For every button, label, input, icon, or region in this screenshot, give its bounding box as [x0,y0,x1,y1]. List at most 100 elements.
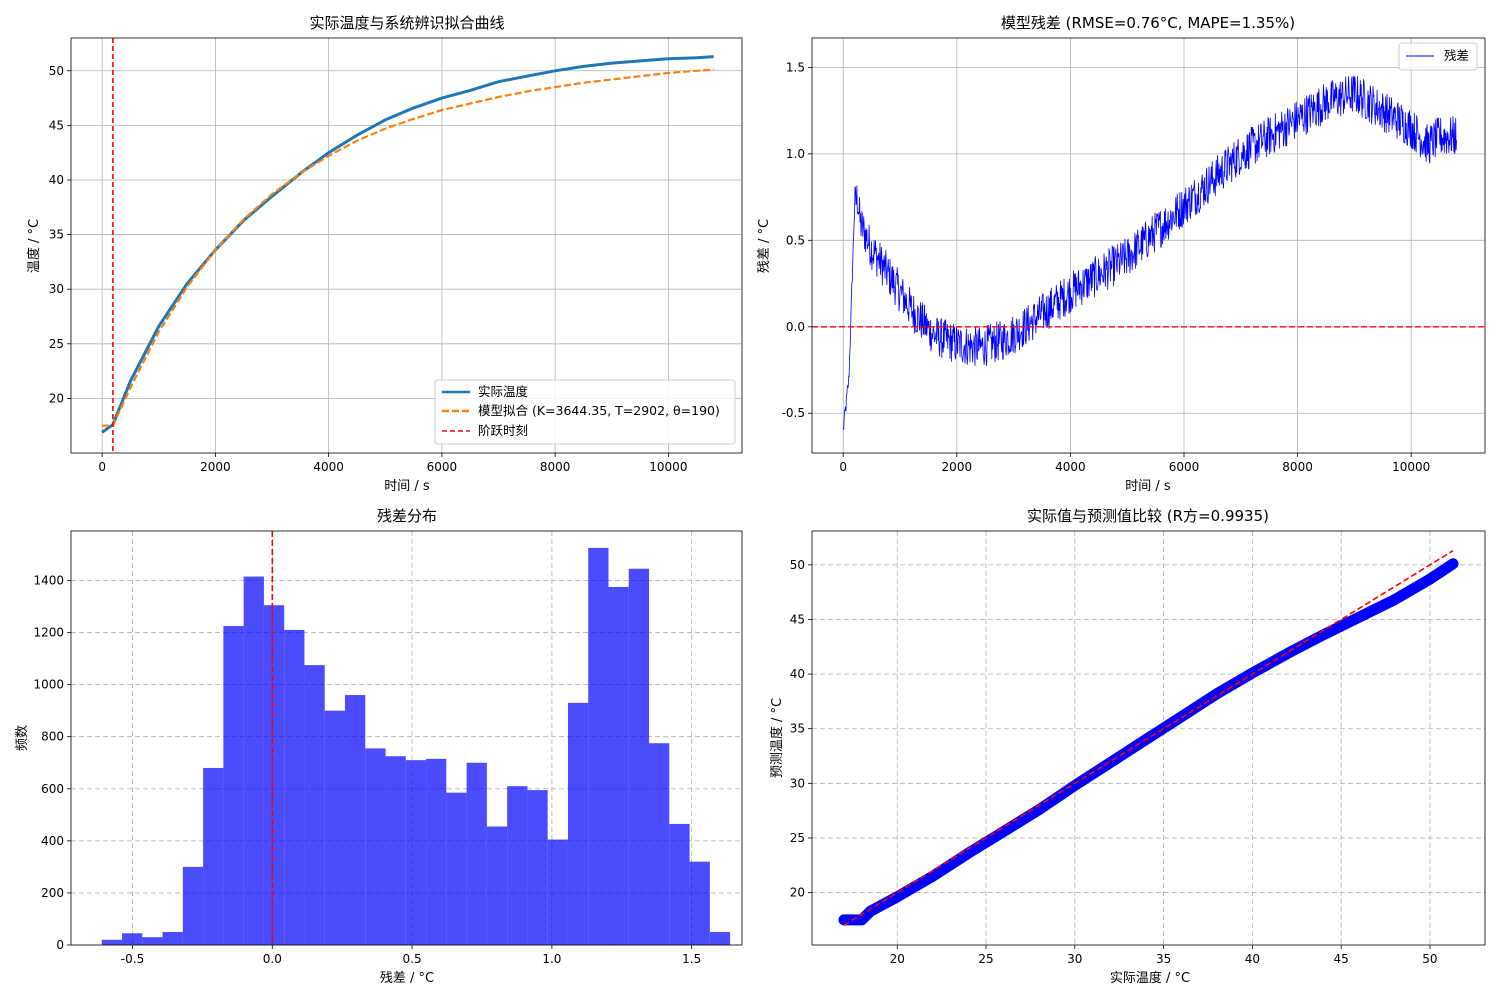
p1-ytick-label: 20 [49,391,64,405]
panel1-title: 实际温度与系统辨识拟合曲线 [309,14,504,32]
p2-xtick-label: 2000 [942,460,973,474]
identity-reference-line [843,549,1454,927]
p1-xtick-label: 2000 [200,460,231,474]
histogram-bar [527,790,548,945]
histogram-bar [567,702,589,945]
p2-xtick-label: 10000 [1392,460,1430,474]
legend-step-time: 阶跃时刻 [478,423,528,438]
p4-axes-frame [811,530,1486,946]
residual-histogram-panel: 残差分布 -0.5 0.0 0.5 1.0 1.5 0 200 400 600 800 1000 12… [15,507,743,986]
panel2-legend-box [1398,42,1478,71]
p2-ytick-label: 1.0 [786,147,805,161]
p3-ytick-label: 600 [41,782,64,796]
histogram-bar [284,629,305,945]
histogram-bar [669,823,690,945]
histogram-bar [507,786,528,945]
temperature-fit-panel: 实际温度与系统辨识拟合曲线 0 2000 4000 6000 8000 10000 20 25… [26,14,743,494]
scatter-point [1247,668,1257,678]
panel2-legend: 残差 [1398,42,1478,71]
p3-ytick-label: 400 [41,834,64,848]
p2-ytick-label: 0.5 [786,233,805,247]
histogram-bar [628,568,650,945]
histogram-bar [466,762,487,945]
p4-ytick-label: 40 [790,667,805,681]
p3-ytick-label: 200 [41,886,64,900]
p1-ytick-label: 45 [49,118,64,132]
scatter-point [963,848,973,858]
p4-xtick-label: 45 [1334,952,1349,966]
p3-xtick-label: 0.0 [263,952,282,966]
histogram-bar [385,756,406,945]
p3-ytick-label: 1400 [33,573,64,587]
p1-ytick-label: 35 [49,228,64,242]
histogram-bar [324,710,345,945]
scatter-point [928,871,938,881]
series-model-fit [102,68,714,427]
panel4-xlabel: 实际温度 / °C [1110,970,1190,986]
p2-axes-frame [811,37,1486,454]
scatter-point [839,915,849,925]
actual-vs-predicted-panel: 实际值与预测值比较 (R方=0.9935) 20 25 30 35 40 45 50 20 25… [769,507,1486,986]
p3-ytick-label: 800 [41,730,64,744]
p2-xtick-label: 6000 [1169,460,1200,474]
histogram-bar [446,792,467,945]
scatter-point [1212,689,1222,699]
histogram-bar [344,695,366,945]
histogram-bar [608,586,629,945]
p1-ytick-label: 50 [49,64,64,78]
histogram-bar [486,826,508,945]
scatter-point [857,915,867,925]
panel2-ylabel: 残差 / °C [757,219,772,273]
p4-xtick-label: 30 [1067,952,1082,966]
p2-xtick-label: 4000 [1055,460,1086,474]
p4-xtick-label: 50 [1422,952,1437,966]
p3-xtick-label: 1.0 [542,952,561,966]
panel4-ylabel: 预测温度 / °C [769,698,785,778]
p4-xtick-label: 40 [1245,952,1260,966]
p1-xtick-label: 10000 [649,460,687,474]
histogram-bar [243,576,264,945]
histogram-bar [709,931,731,945]
panel2-title: 模型残差 (RMSE=0.76°C, MAPE=1.35%) [1001,14,1295,32]
p2-ytick-label: -0.5 [782,406,805,420]
panel1-xlabel: 时间 / s [384,479,430,494]
p4-ytick-label: 35 [790,722,805,736]
p3-ytick-label: 1200 [33,626,64,640]
panel1-legend-box [434,379,736,445]
panel3-ylabel: 频数 [15,725,30,751]
histogram-bar [304,665,325,945]
p1-xtick-label: 8000 [540,460,571,474]
panel3-xlabel: 残差 / °C [380,971,434,986]
panel4-title: 实际值与预测值比较 (R方=0.9935) [1027,507,1269,525]
residual-panel: 模型残差 (RMSE=0.76°C, MAPE=1.35%) 0 2000 4000… [757,14,1486,494]
histogram-bar [588,547,609,945]
histogram-bar [547,839,568,945]
p4-xtick-label: 35 [1156,952,1171,966]
p2-ytick-label: 1.5 [786,60,805,74]
scatter-point [1354,612,1364,622]
histogram-bar [263,605,285,945]
scatter-point [866,906,876,916]
histogram-bar [365,748,386,945]
p1-xtick-label: 0 [98,460,106,474]
histogram-bar [405,760,427,945]
p3-xtick-label: -0.5 [121,952,144,966]
scatter-point [1448,559,1458,569]
series-actual-temperature [101,55,714,434]
legend-actual-temp: 实际温度 [478,384,529,399]
p2-xtick-label: 8000 [1282,460,1313,474]
p1-xtick-label: 6000 [427,460,458,474]
panel2-xlabel: 时间 / s [1125,479,1171,494]
histogram-bar [203,767,224,945]
p3-ytick-label: 1000 [33,678,64,692]
panel3-title: 残差分布 [377,507,437,525]
p1-ytick-label: 25 [49,337,64,351]
histogram-bar [689,861,710,945]
p4-xtick-label: 25 [978,952,993,966]
histogram-bar [426,758,447,945]
legend-model-fit: 模型拟合 (K=3644.35, T=2902, θ=190) [478,403,720,418]
p1-ytick-label: 40 [49,173,64,187]
panel1-legend: 实际温度 模型拟合 (K=3644.35, T=2902, θ=190) 阶跃时… [434,379,736,445]
histogram-bar [649,743,670,945]
scatter-point [1425,574,1435,584]
